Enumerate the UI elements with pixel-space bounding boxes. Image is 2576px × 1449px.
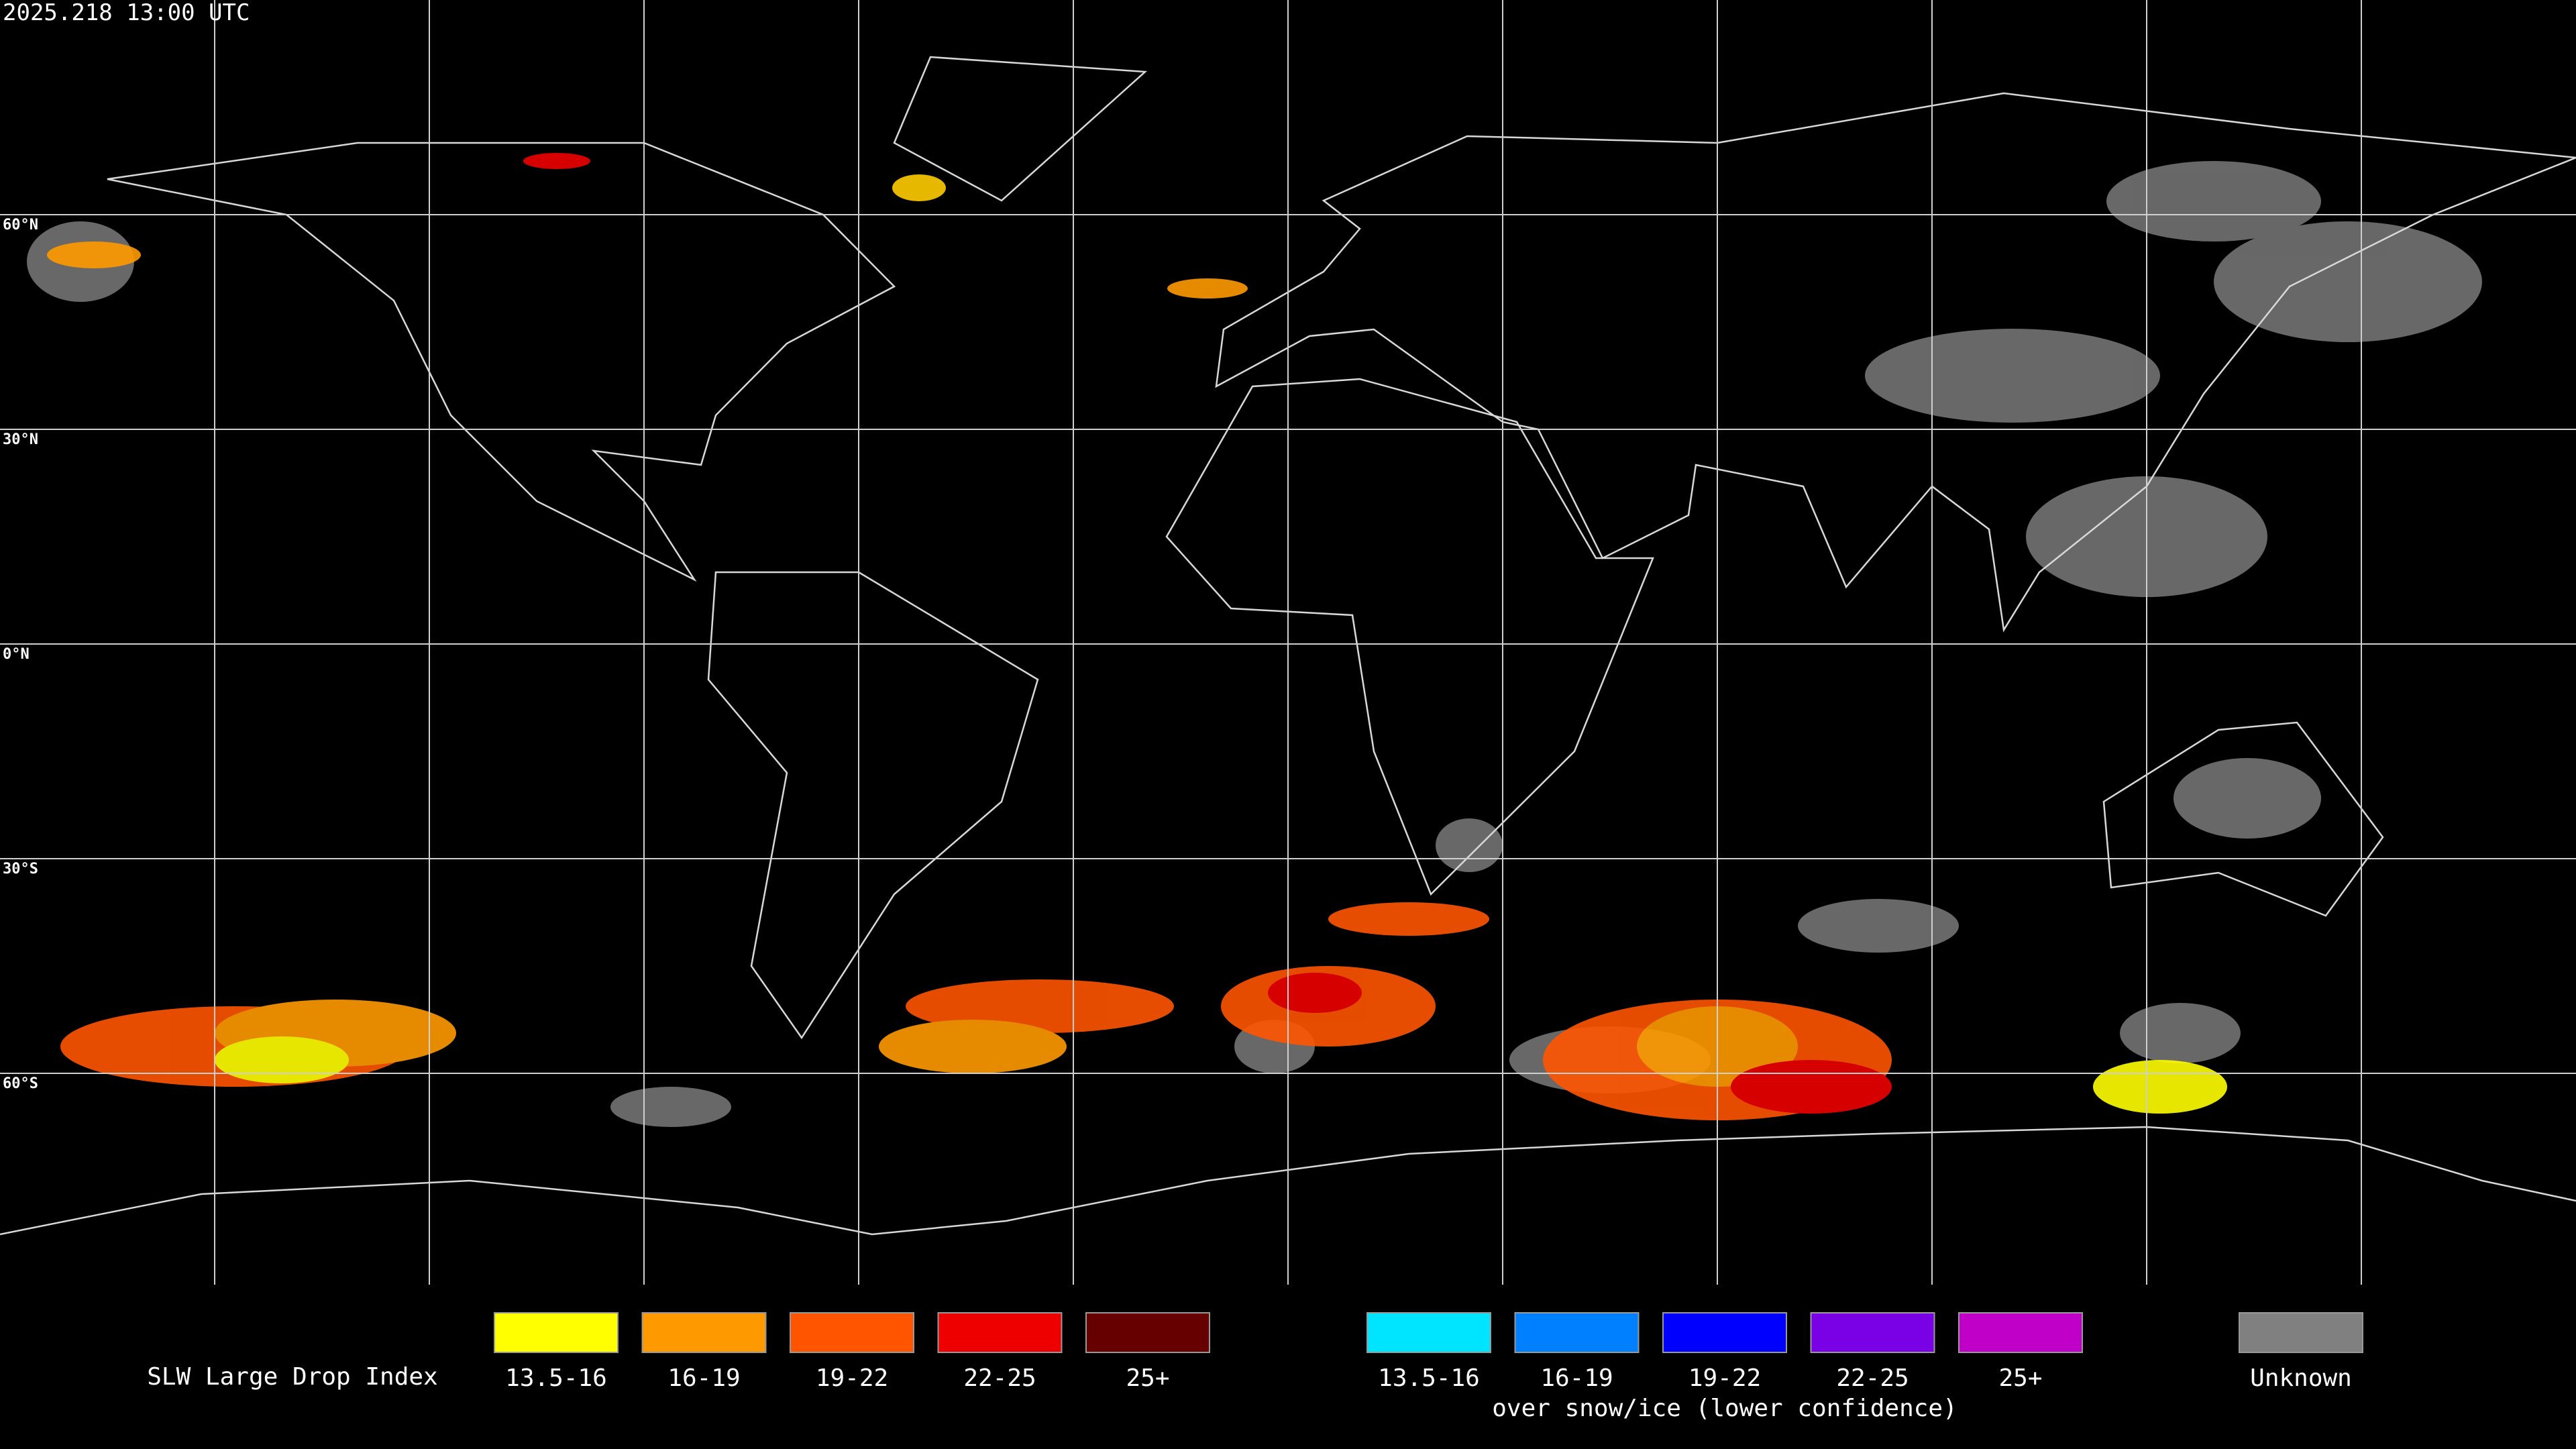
legend-label: Unknown [2250, 1364, 2352, 1392]
legend-swatch [790, 1312, 914, 1353]
legend-swatch [937, 1312, 1063, 1353]
legend-label: 13.5-16 [1378, 1364, 1480, 1392]
legend-panel [0, 1287, 2576, 1449]
graticule [0, 0, 2576, 1285]
legend-label: 19-22 [1688, 1364, 1761, 1392]
latitude-label: 30°S [3, 861, 38, 877]
legend-swatch [494, 1312, 619, 1353]
legend-label: 13.5-16 [505, 1364, 607, 1392]
timestamp: 2025.218 13:00 UTC [3, 0, 250, 26]
latitude-label: 30°N [3, 431, 38, 448]
legend-swatch [1662, 1312, 1787, 1353]
coastlines [0, 56, 2576, 1236]
legend-label: 25+ [1126, 1364, 1169, 1392]
latitude-label: 0°N [3, 646, 30, 663]
legend-label: 25+ [1998, 1364, 2042, 1392]
legend-swatch [1958, 1312, 2083, 1353]
legend-swatch [1810, 1312, 1935, 1353]
legend-label: 22-25 [1836, 1364, 1909, 1392]
legend-label: 16-19 [1540, 1364, 1613, 1392]
legend-caption: over snow/ice (lower confidence) [1492, 1395, 1957, 1422]
legend-label: 22-25 [963, 1364, 1036, 1392]
legend-swatch [2239, 1312, 2363, 1353]
latitude-label: 60°N [3, 217, 38, 233]
legend-swatch [1366, 1312, 1491, 1353]
legend-title: SLW Large Drop Index [147, 1363, 437, 1391]
latitude-label: 60°S [3, 1075, 38, 1092]
legend-label: 19-22 [816, 1364, 888, 1392]
legend-swatch [1085, 1312, 1210, 1353]
legend-label: 16-19 [667, 1364, 740, 1392]
legend-swatch [641, 1312, 767, 1353]
legend-swatch [1514, 1312, 1640, 1353]
